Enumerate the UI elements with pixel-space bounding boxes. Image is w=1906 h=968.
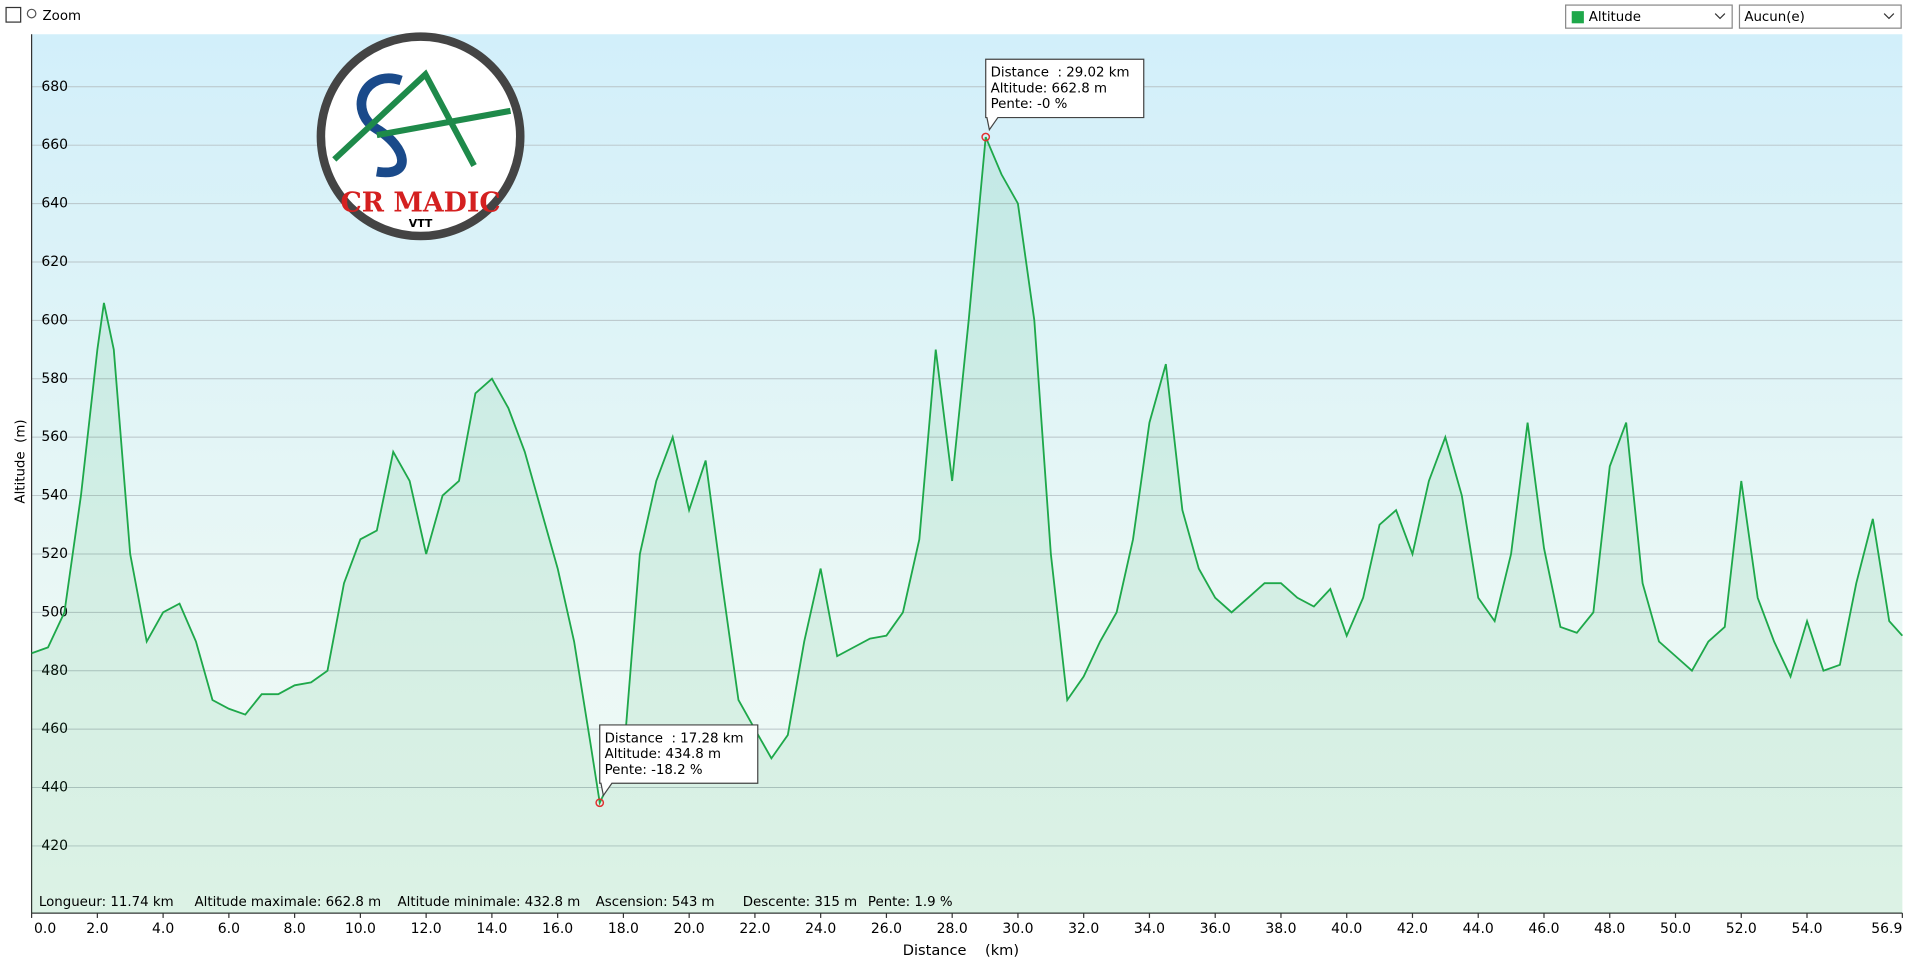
x-tick-label: 46.0	[1528, 921, 1559, 937]
x-tick-label: 22.0	[739, 921, 770, 937]
y-tick-label: 640	[41, 196, 68, 212]
y-tick-label: 540	[41, 488, 68, 504]
area-fill	[31, 137, 1903, 914]
y-tick-label: 680	[41, 79, 68, 95]
logo-sub: VTT	[409, 217, 433, 230]
series-select[interactable]: Altitude	[1565, 4, 1733, 29]
y-tick-label: 480	[41, 663, 68, 679]
x-tick-label: 28.0	[937, 921, 968, 937]
stat: Altitude minimale: 432.8 m	[397, 895, 580, 910]
tooltip-marker	[981, 132, 991, 142]
stat: Ascension: 543 m	[596, 895, 715, 910]
x-tick-label: 38.0	[1265, 921, 1296, 937]
y-tick-label: 460	[41, 721, 68, 737]
x-tick-label: 48.0	[1594, 921, 1625, 937]
tooltip-marker	[595, 798, 605, 808]
x-tick-label: 6.0	[218, 921, 240, 937]
y-tick-label: 500	[41, 604, 68, 620]
stat: Altitude maximale: 662.8 m	[194, 895, 381, 910]
tooltip-box	[599, 724, 759, 797]
x-tick-label: 18.0	[608, 921, 639, 937]
select-text: Altitude	[1589, 10, 1641, 25]
x-tick-label: 4.0	[152, 921, 174, 937]
y-tick-label: 600	[41, 312, 68, 328]
x-tick-label: 10.0	[345, 921, 376, 937]
tooltip-box	[985, 58, 1145, 132]
x-tick-label: 56.9	[1871, 921, 1902, 937]
y-tick-label: 420	[41, 838, 68, 854]
logo-title: CR MADIC	[341, 187, 501, 218]
plot: 420 440 460 480 500 520 540 560 580 600 620 640 660 6…	[14, 34, 1904, 959]
select-text: Aucun(e)	[1744, 10, 1805, 25]
x-tick-label: 44.0	[1463, 921, 1494, 937]
select-box[interactable]	[1738, 4, 1902, 29]
y-tick-label: 580	[41, 371, 68, 387]
tooltip-line: Distance : 17.28 km	[605, 731, 744, 746]
line	[31, 136, 1904, 806]
y-tick-label: 560	[41, 429, 68, 445]
stat: Descente: 315 m	[743, 895, 857, 910]
x-tick-label: 26.0	[871, 921, 902, 937]
x-tick-label: 30.0	[1002, 921, 1033, 937]
x-tick-label: 36.0	[1200, 921, 1231, 937]
x-tick-label: 8.0	[284, 921, 306, 937]
x-axis-label: Distance (km)	[903, 942, 1019, 959]
x-tick-label: 14.0	[476, 921, 507, 937]
tooltip-line: Pente: -18.2 %	[605, 763, 703, 778]
x-tick-label: 2.0	[86, 921, 108, 937]
x-tick-label: 52.0	[1726, 921, 1757, 937]
zoom-checkbox[interactable]	[5, 6, 22, 23]
second-select[interactable]: Aucun(e)	[1738, 4, 1902, 29]
y-tick-label: 440	[41, 780, 68, 796]
select-box[interactable]	[1565, 4, 1733, 29]
x-tick-label: 16.0	[542, 921, 573, 937]
x-tick-label: 12.0	[411, 921, 442, 937]
x-tick-label: 40.0	[1331, 921, 1362, 937]
stat: Pente: 1.9 %	[868, 895, 953, 910]
x-tick-label: 54.0	[1791, 921, 1822, 937]
logo: CR MADIC VTT	[316, 32, 525, 241]
x-tick-label: 50.0	[1660, 921, 1691, 937]
y-tick-label: 520	[41, 546, 68, 562]
tooltip-line: Distance : 29.02 km	[991, 66, 1130, 81]
x-tick-label: 24.0	[805, 921, 836, 937]
x-tick-label: 32.0	[1068, 921, 1099, 937]
x-tick-label: 0.0	[34, 921, 56, 937]
x-tick-label: 42.0	[1397, 921, 1428, 937]
y-tick-label: 660	[41, 137, 68, 153]
x-tick-label: 20.0	[674, 921, 705, 937]
logo-a	[332, 69, 512, 167]
zoom-label: Zoom	[43, 9, 82, 24]
tooltip-line: Pente: -0 %	[991, 97, 1068, 112]
select-arrow	[1883, 13, 1895, 20]
select-arrow	[1714, 13, 1726, 20]
series-swatch	[1571, 11, 1584, 24]
tooltip-line: Altitude: 662.8 m	[991, 81, 1107, 96]
y-axis-label: Altitude (m)	[14, 419, 29, 503]
tooltip-line: Altitude: 434.8 m	[605, 747, 721, 762]
zoom-icon	[26, 8, 37, 19]
x-tick-label: 34.0	[1134, 921, 1165, 937]
logo-s	[356, 73, 407, 178]
y-tick-label: 620	[41, 254, 68, 270]
stat: Longueur: 11.74 km	[39, 895, 174, 910]
